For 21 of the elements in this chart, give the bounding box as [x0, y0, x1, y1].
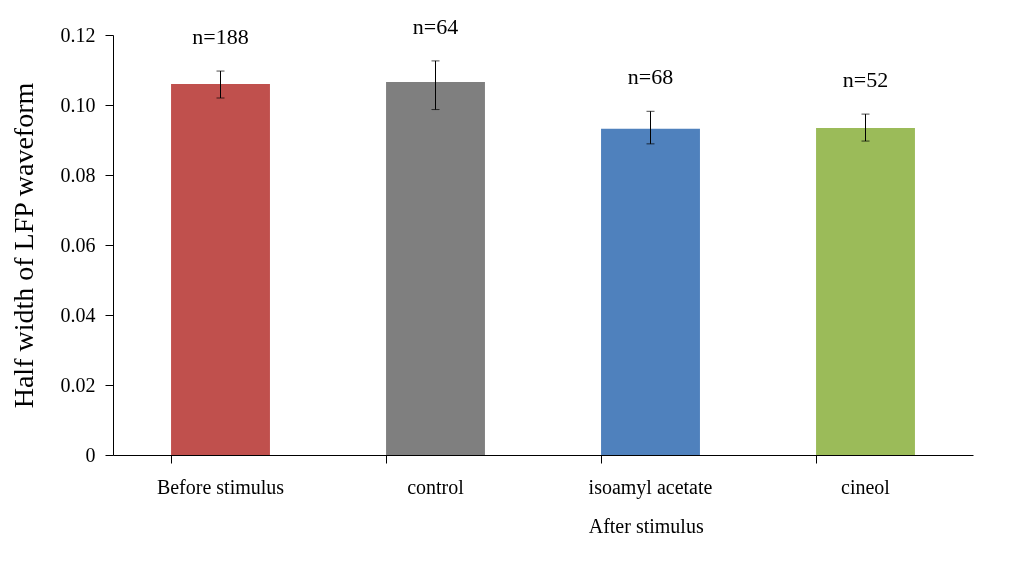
- y-tick-label: 0.12: [60, 23, 96, 46]
- annotation: n=188: [192, 24, 249, 50]
- annotation: n=52: [842, 67, 889, 93]
- y-tick-label: 0.06: [60, 233, 96, 256]
- x-tick-label: Before stimulus: [156, 475, 285, 498]
- y-tick-label: 0.08: [60, 163, 96, 186]
- bar: [816, 128, 915, 455]
- y-tick-label: 0.10: [60, 93, 96, 116]
- text: After stimulus: [588, 515, 704, 537]
- bar: [601, 128, 700, 455]
- bar: [386, 81, 485, 455]
- x-tick-label: cineol: [841, 475, 891, 498]
- annotation: n=64: [412, 13, 459, 39]
- y-axis-title: Half width of LFP waveform: [7, 82, 39, 409]
- x-tick-label: isoamyl acetate: [588, 475, 713, 499]
- bar: [171, 84, 270, 455]
- y-tick-label: 0.04: [60, 303, 96, 326]
- x-tick-label: control: [407, 475, 465, 498]
- y-tick-label: 0.02: [60, 373, 96, 396]
- y-tick-label: 0: [85, 443, 96, 466]
- annotation: n=68: [627, 64, 674, 90]
